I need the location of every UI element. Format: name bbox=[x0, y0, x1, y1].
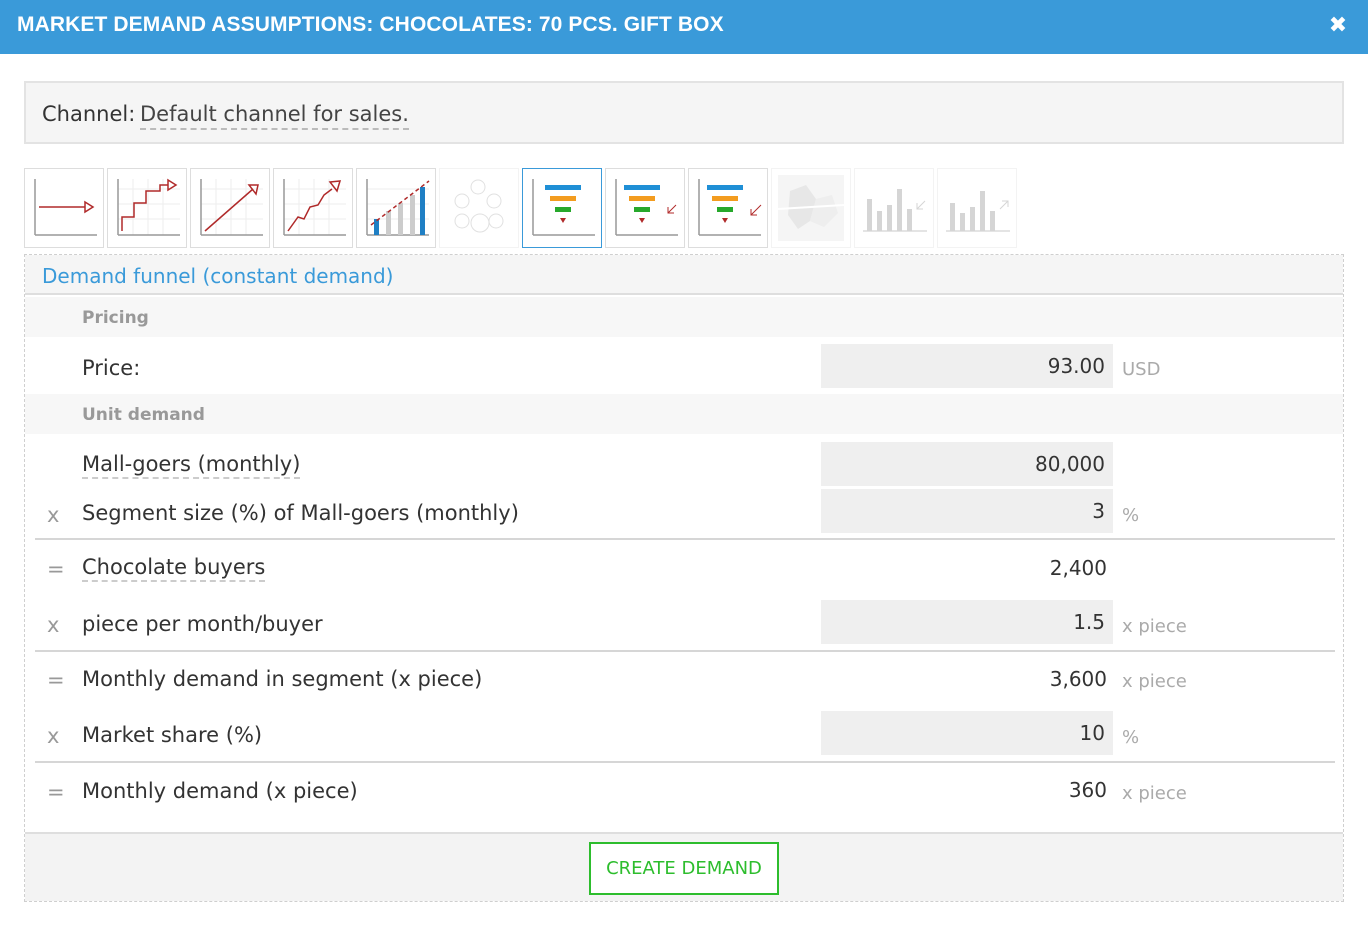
divider bbox=[35, 761, 1335, 763]
channel-selector[interactable]: Default channel for sales. bbox=[140, 102, 409, 130]
chocolate-buyers-link[interactable]: Chocolate buyers bbox=[82, 555, 266, 582]
pricing-section-header: Pricing bbox=[25, 297, 1343, 337]
mall-goers-link[interactable]: Mall-goers (monthly) bbox=[82, 452, 301, 479]
segment-demand-value: 3,600 bbox=[1049, 667, 1107, 691]
operator-equals: = bbox=[47, 780, 65, 804]
funnel-constant-icon[interactable] bbox=[522, 168, 602, 248]
operator-equals: = bbox=[47, 557, 65, 581]
price-unit: USD bbox=[1122, 359, 1161, 380]
channel-box: Channel: Default channel for sales. bbox=[24, 81, 1344, 144]
pieces-per-buyer-input[interactable]: 1.5 bbox=[821, 600, 1113, 644]
create-demand-button[interactable]: CREATE DEMAND bbox=[589, 842, 779, 895]
operator-multiply: x bbox=[47, 613, 60, 637]
mall-goers-input[interactable]: 80,000 bbox=[821, 442, 1113, 486]
pieces-per-buyer-unit: x piece bbox=[1122, 616, 1187, 637]
panel-footer: CREATE DEMAND bbox=[25, 832, 1343, 901]
dialog-titlebar: MARKET DEMAND ASSUMPTIONS: CHOCOLATES: 7… bbox=[0, 0, 1368, 54]
operator-multiply: x bbox=[47, 503, 60, 527]
bar-trend-icon[interactable] bbox=[356, 168, 436, 248]
dialog-title: MARKET DEMAND ASSUMPTIONS: CHOCOLATES: 7… bbox=[17, 13, 724, 36]
bar-chart-import-icon[interactable] bbox=[854, 168, 934, 248]
channel-label: Channel: bbox=[42, 102, 136, 126]
map-icon[interactable] bbox=[771, 168, 851, 248]
linear-growth-icon[interactable] bbox=[190, 168, 270, 248]
price-input[interactable]: 93.00 bbox=[821, 344, 1113, 388]
variable-growth-icon[interactable] bbox=[273, 168, 353, 248]
funnel-decline-icon[interactable] bbox=[688, 168, 768, 248]
demand-funnel-panel: Demand funnel (constant demand) Pricing … bbox=[24, 254, 1344, 902]
segment-demand-label: Monthly demand in segment (x piece) bbox=[82, 667, 483, 691]
monthly-demand-value: 360 bbox=[1068, 778, 1107, 802]
segment-size-unit: % bbox=[1122, 505, 1140, 526]
operator-multiply: x bbox=[47, 724, 60, 748]
divider bbox=[35, 538, 1335, 540]
segment-size-label: Segment size (%) of Mall-goers (monthly) bbox=[82, 501, 519, 525]
constant-demand-icon[interactable] bbox=[24, 168, 104, 248]
pricing-section-title: Pricing bbox=[82, 308, 149, 328]
segment-demand-unit: x piece bbox=[1122, 671, 1187, 692]
price-label: Price: bbox=[82, 356, 141, 380]
operator-equals: = bbox=[47, 668, 65, 692]
bar-chart-export-icon[interactable] bbox=[937, 168, 1017, 248]
unit-demand-section-header: Unit demand bbox=[25, 394, 1343, 434]
people-segments-icon[interactable] bbox=[439, 168, 519, 248]
chocolate-buyers-value: 2,400 bbox=[1049, 556, 1107, 580]
pieces-per-buyer-label: piece per month/buyer bbox=[82, 612, 323, 636]
close-icon[interactable]: ✖ bbox=[1328, 13, 1348, 38]
divider bbox=[35, 650, 1335, 652]
panel-title: Demand funnel (constant demand) bbox=[42, 264, 394, 288]
market-share-input[interactable]: 10 bbox=[821, 711, 1113, 755]
monthly-demand-unit: x piece bbox=[1122, 783, 1187, 804]
panel-header: Demand funnel (constant demand) bbox=[25, 255, 1343, 295]
funnel-growth-icon[interactable] bbox=[605, 168, 685, 248]
monthly-demand-label: Monthly demand (x piece) bbox=[82, 779, 358, 803]
segment-size-input[interactable]: 3 bbox=[821, 489, 1113, 533]
step-growth-icon[interactable] bbox=[107, 168, 187, 248]
market-share-label: Market share (%) bbox=[82, 723, 263, 747]
unit-demand-section-title: Unit demand bbox=[82, 405, 205, 425]
market-share-unit: % bbox=[1122, 727, 1140, 748]
